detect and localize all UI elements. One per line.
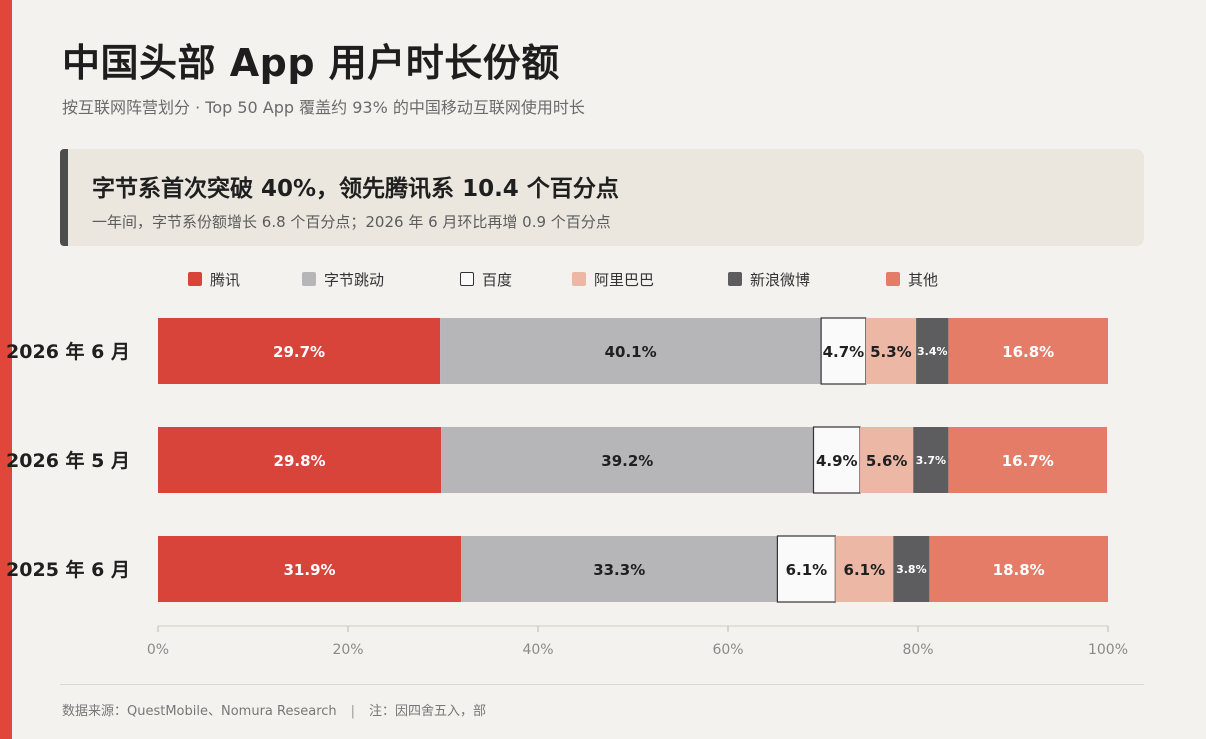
data-label-tencent: 31.9% — [284, 561, 336, 579]
page-title: 中国头部 App 用户时长份额 — [62, 41, 560, 85]
data-label-weibo: 3.4% — [917, 345, 948, 358]
bar-segment-other — [948, 318, 1108, 384]
data-label-other: 16.7% — [1002, 452, 1054, 470]
footer-source: 数据来源：QuestMobile、Nomura Research — [62, 704, 337, 719]
stacked-bar-chart: 0% 20% 40% 60% 80% 100% 2026 年 6 月 29.7% 40.1% 4.… — [6, 317, 1128, 658]
x-tick-label: 20% — [332, 642, 363, 658]
data-label-weibo: 3.8% — [896, 563, 927, 576]
legend-item-bytedance: 字节跳动 — [302, 268, 384, 290]
category-label: 2025 年 6 月 — [6, 558, 130, 581]
bar-segment-alibaba — [865, 318, 917, 384]
data-label-alibaba: 5.3% — [870, 343, 912, 361]
legend-label-tencent: 腾讯 — [210, 270, 241, 289]
legend-item-alibaba: 阿里巴巴 — [572, 268, 654, 290]
legend-label-baidu: 百度 — [482, 270, 513, 289]
bar-segment-alibaba — [835, 536, 894, 602]
page-subtitle: 按互联网阵营划分 · Top 50 App 覆盖约 93% 的中国移动互联网使用… — [62, 98, 585, 117]
legend-label-bytedance: 字节跳动 — [324, 270, 385, 289]
bar-segment-baidu — [776, 535, 836, 603]
bar-segment-bytedance — [441, 427, 814, 493]
bar-segment-bytedance — [461, 536, 778, 602]
legend-swatch-other — [886, 272, 900, 286]
category-label: 2026 年 5 月 — [6, 449, 130, 472]
bar-segment-tencent — [158, 536, 462, 602]
callout-subtext: 一年间，字节系份额增长 6.8 个百分点；2026 年 6 月环比再增 0.9 … — [92, 213, 611, 231]
bar-segment-weibo — [893, 536, 930, 602]
x-tick-label: 60% — [712, 642, 743, 658]
callout-accent-bar — [60, 149, 68, 246]
data-label-tencent: 29.7% — [273, 343, 325, 361]
bar-segment-weibo — [916, 318, 949, 384]
legend-item-baidu: 百度 — [460, 268, 512, 290]
data-label-baidu: 6.1% — [786, 561, 828, 579]
data-label-other: 16.8% — [1002, 343, 1054, 361]
data-label-bytedance: 40.1% — [605, 343, 657, 361]
bar-segment-tencent — [158, 427, 442, 493]
legend-swatch-baidu — [460, 272, 474, 286]
bar-segment-bytedance — [440, 318, 822, 384]
legend-label-weibo: 新浪微博 — [750, 270, 811, 289]
bar-segment-weibo — [913, 427, 949, 493]
data-label-baidu: 4.9% — [816, 452, 858, 470]
legend-swatch-alibaba — [572, 272, 586, 286]
x-tick-label: 80% — [902, 642, 933, 658]
legend-item-weibo: 新浪微博 — [728, 268, 810, 290]
data-label-tencent: 29.8% — [274, 452, 326, 470]
x-tick-label: 100% — [1088, 642, 1128, 658]
footer-divider — [60, 684, 1144, 685]
x-tick-label: 0% — [147, 642, 169, 658]
category-label: 2026 年 6 月 — [6, 340, 130, 363]
x-tick-label: 40% — [522, 642, 553, 658]
data-label-other: 18.8% — [993, 561, 1045, 579]
data-label-bytedance: 39.2% — [601, 452, 653, 470]
legend-item-tencent: 腾讯 — [188, 268, 240, 290]
bar-segment-other — [948, 427, 1108, 493]
legend-swatch-tencent — [188, 272, 202, 286]
legend-swatch-weibo — [728, 272, 742, 286]
data-label-weibo: 3.7% — [916, 454, 947, 467]
bar-segment-other — [929, 536, 1108, 602]
bar-segment-tencent — [158, 318, 441, 384]
bar-segment-alibaba — [860, 427, 914, 493]
callout-headline: 字节系首次突破 40%，领先腾讯系 10.4 个百分点 — [92, 176, 619, 202]
data-label-alibaba: 6.1% — [844, 561, 886, 579]
legend-swatch-bytedance — [302, 272, 316, 286]
bar-segment-baidu — [812, 426, 861, 494]
footer-separator: | — [350, 704, 356, 719]
footer-note: 数据来源：QuestMobile、Nomura Research | 注：因四舍五入… — [62, 700, 486, 719]
left-accent-stripe — [0, 0, 12, 739]
legend-label-alibaba: 阿里巴巴 — [594, 270, 655, 289]
footer-note-text: 注：因四舍五入，部 — [369, 704, 487, 719]
callout-box: 字节系首次突破 40%，领先腾讯系 10.4 个百分点 一年间，字节系份额增长 … — [60, 149, 1144, 246]
legend-item-other: 其他 — [886, 268, 938, 290]
data-label-bytedance: 33.3% — [593, 561, 645, 579]
data-label-baidu: 4.7% — [823, 343, 865, 361]
legend-label-other: 其他 — [908, 270, 939, 289]
data-label-alibaba: 5.6% — [866, 452, 908, 470]
